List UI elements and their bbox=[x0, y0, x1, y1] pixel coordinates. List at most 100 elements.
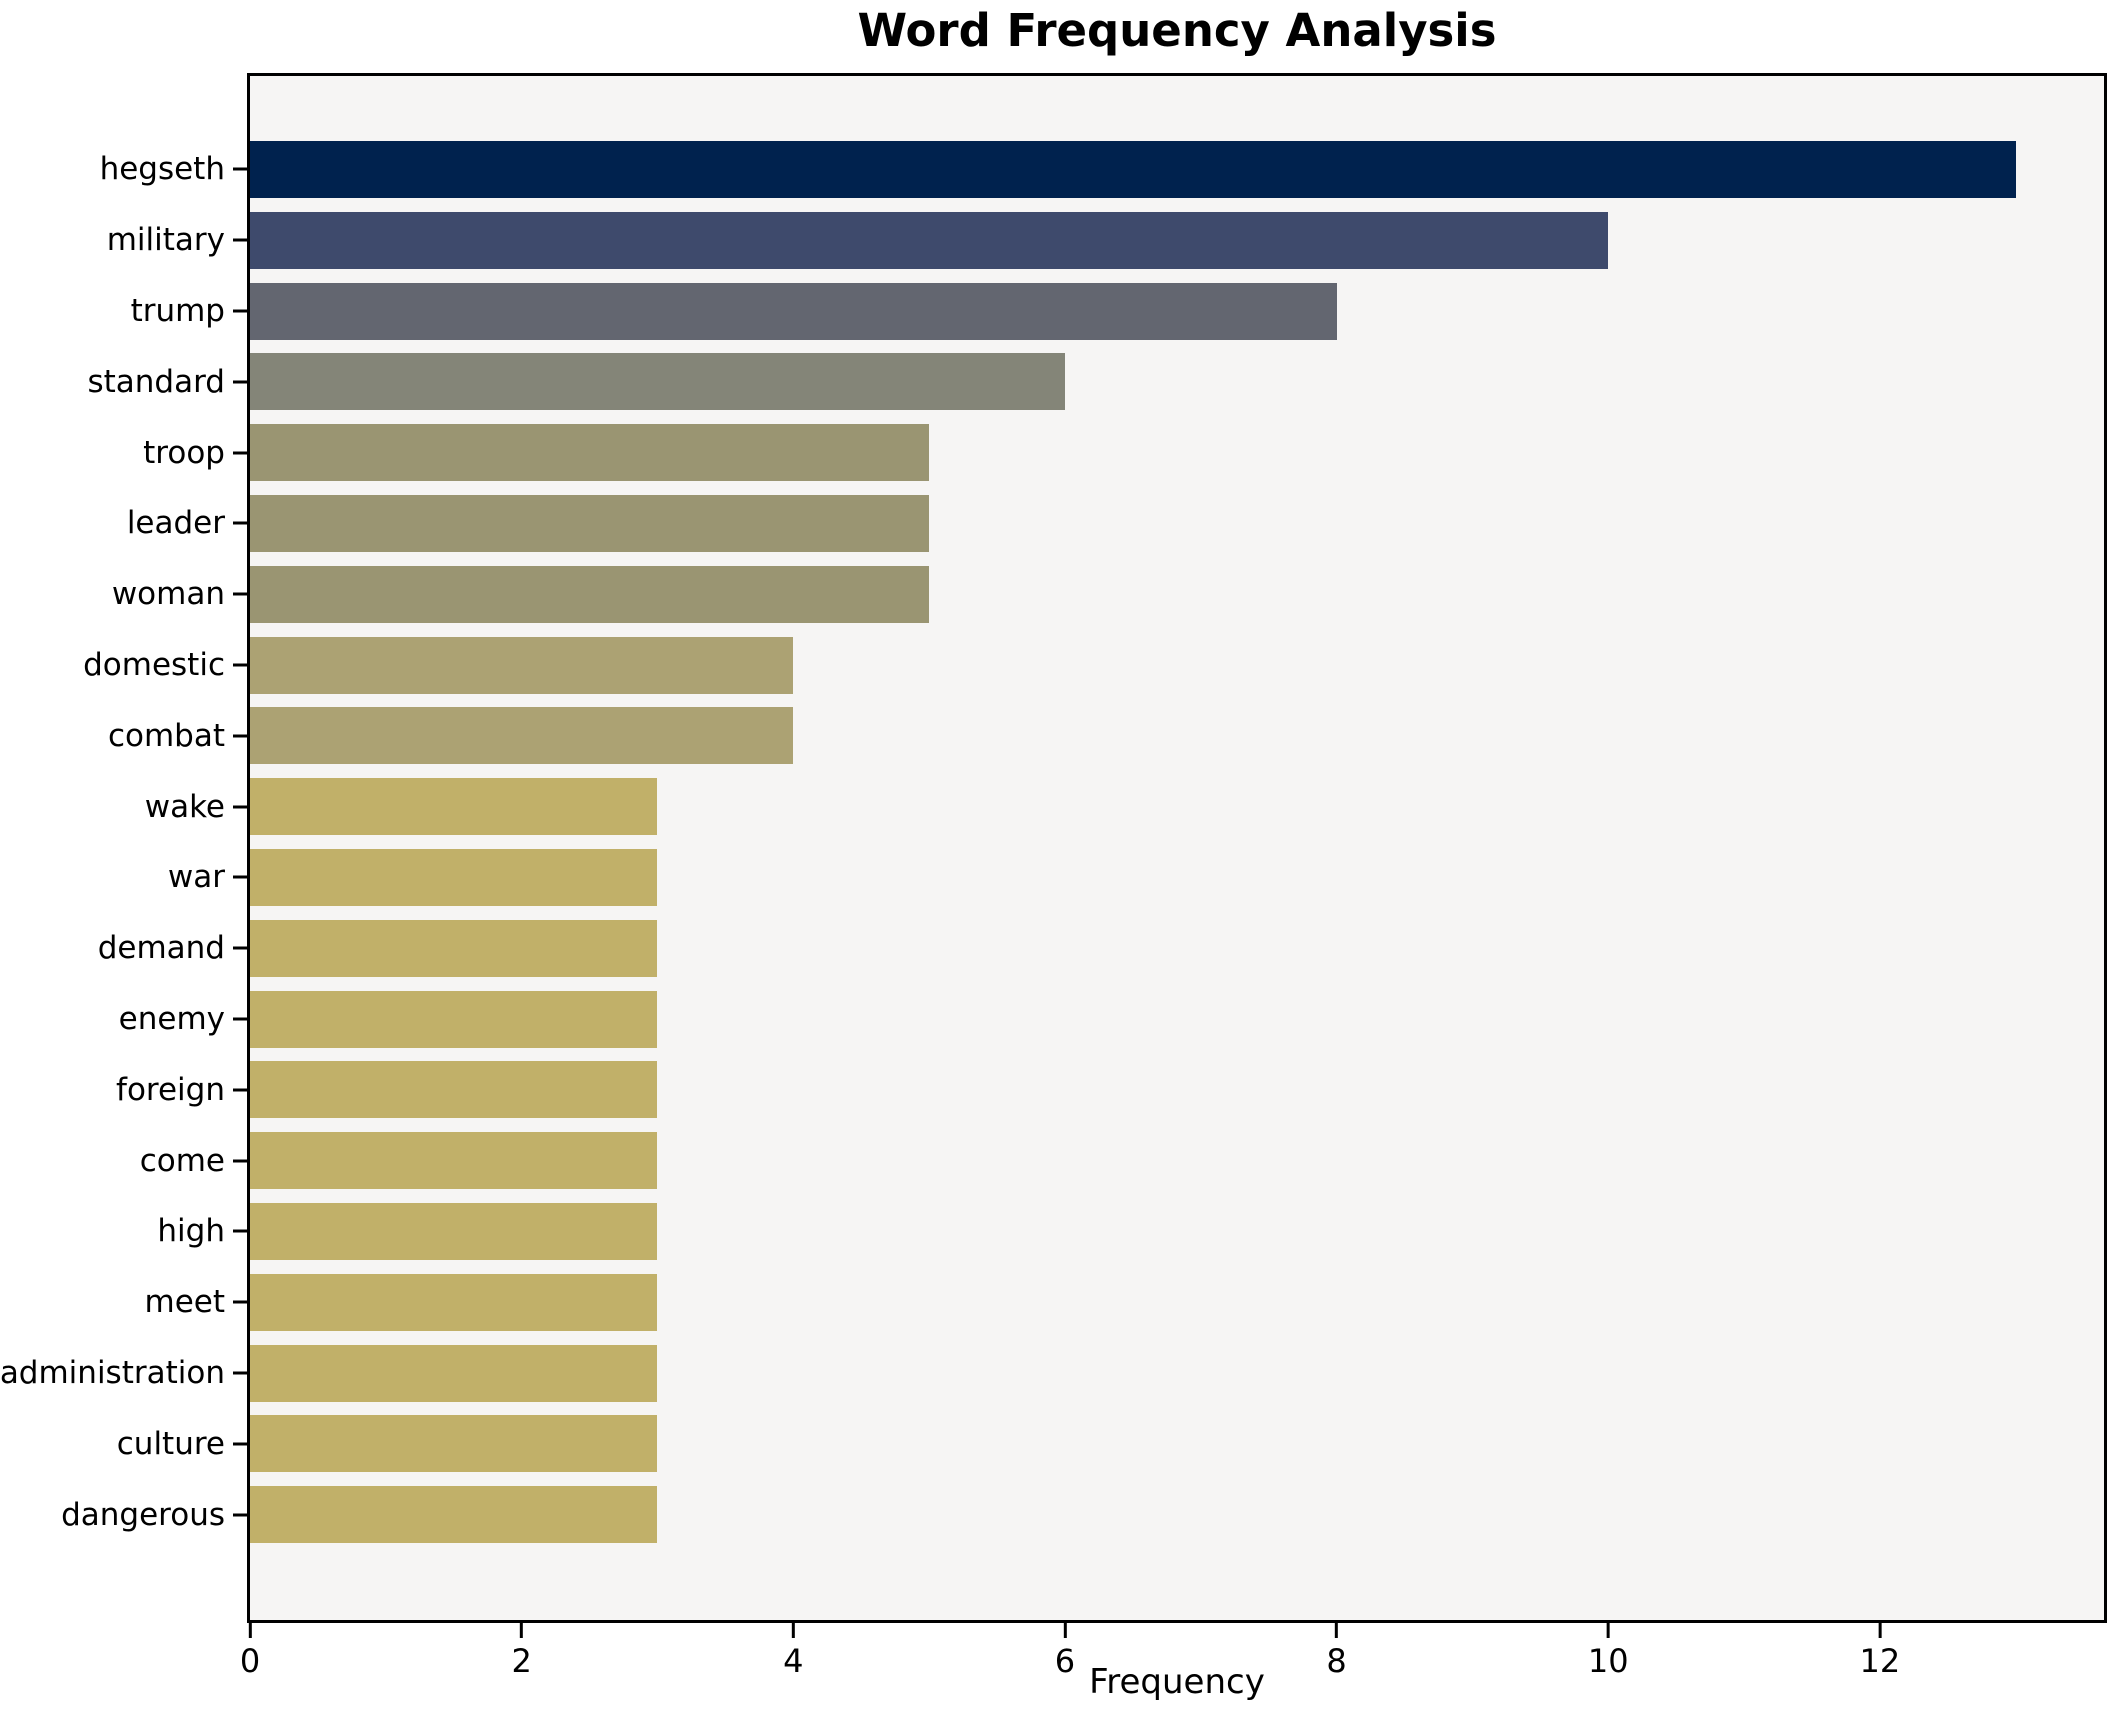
y-tick-mark bbox=[233, 1159, 247, 1163]
bar-domestic bbox=[250, 636, 794, 694]
y-tick-label: hegseth bbox=[99, 151, 225, 188]
y-tick-mark bbox=[233, 1442, 247, 1446]
bar-standard bbox=[250, 353, 1065, 411]
y-tick-label: standard bbox=[87, 363, 225, 400]
y-tick-label: military bbox=[106, 222, 225, 259]
bar-leader bbox=[250, 494, 930, 552]
bar-row: high bbox=[157, 1196, 2104, 1267]
bar-trump bbox=[250, 282, 1337, 340]
bar-hegseth bbox=[250, 141, 2016, 198]
y-tick-mark bbox=[233, 1371, 247, 1375]
y-tick-label: trump bbox=[130, 292, 225, 329]
x-axis: 0 2 4 6 8 10 12 bbox=[240, 1623, 2104, 1693]
bar-row: culture bbox=[117, 1408, 2104, 1479]
y-tick-label: high bbox=[157, 1213, 225, 1250]
y-tick-mark bbox=[233, 946, 247, 950]
bar-row: administration bbox=[0, 1338, 2104, 1409]
x-tick-mark bbox=[791, 1623, 795, 1638]
y-tick-mark bbox=[233, 734, 247, 738]
bar-row: enemy bbox=[119, 984, 2104, 1055]
y-tick-mark bbox=[233, 380, 247, 384]
bar-row: standard bbox=[87, 346, 2104, 417]
x-tick-label: 12 bbox=[1859, 1642, 1901, 1680]
chart-title: Word Frequency Analysis bbox=[857, 4, 1497, 57]
x-tick-label: 6 bbox=[1054, 1642, 1076, 1680]
x-tick: 2 bbox=[511, 1623, 532, 1680]
bar-row: military bbox=[107, 205, 2104, 276]
x-tick-mark bbox=[1606, 1623, 1610, 1638]
bar-foreign bbox=[250, 1061, 658, 1119]
x-tick-mark bbox=[1335, 1623, 1339, 1638]
bar-row: war bbox=[168, 842, 2104, 913]
y-tick-label: dangerous bbox=[61, 1496, 225, 1533]
x-tick: 0 bbox=[240, 1623, 260, 1680]
bar-row: domestic bbox=[83, 630, 2104, 701]
bar-wake bbox=[250, 778, 658, 836]
bar-row: meet bbox=[145, 1267, 2104, 1338]
y-tick-label: culture bbox=[116, 1425, 225, 1462]
y-tick-mark bbox=[233, 1229, 247, 1233]
plot-area: hegseth military trump standard troop leader w… bbox=[0, 73, 2107, 1623]
bar-row: foreign bbox=[116, 1054, 2104, 1125]
x-tick: 10 bbox=[1588, 1623, 1629, 1680]
x-tick: 8 bbox=[1326, 1623, 1347, 1680]
y-tick-mark bbox=[233, 1017, 247, 1021]
bar-row: demand bbox=[98, 913, 2104, 984]
y-tick-mark bbox=[233, 451, 247, 455]
y-tick-label: demand bbox=[97, 930, 225, 967]
y-tick-label: meet bbox=[144, 1284, 226, 1321]
bar-military bbox=[250, 211, 1609, 269]
y-tick-label: war bbox=[167, 859, 225, 896]
y-tick-label: combat bbox=[107, 717, 225, 754]
bar-troop bbox=[250, 424, 930, 482]
bar-meet bbox=[250, 1273, 658, 1331]
bars-container: hegseth military trump standard troop leader w… bbox=[0, 76, 2104, 1620]
bar-demand bbox=[250, 919, 658, 977]
y-tick-mark bbox=[233, 805, 247, 809]
bar-dangerous bbox=[250, 1486, 658, 1544]
y-tick-label: leader bbox=[126, 505, 225, 542]
bar-row: come bbox=[140, 1125, 2104, 1196]
bar-combat bbox=[250, 707, 794, 765]
y-tick-mark bbox=[233, 309, 247, 313]
y-tick-mark bbox=[233, 592, 247, 596]
y-tick-label: come bbox=[139, 1142, 225, 1179]
x-tick-label: 4 bbox=[783, 1642, 804, 1680]
x-tick-mark bbox=[520, 1623, 524, 1638]
bar-enemy bbox=[250, 990, 658, 1048]
bar-come bbox=[250, 1132, 658, 1190]
y-tick-label: administration bbox=[0, 1354, 225, 1391]
bar-culture bbox=[250, 1415, 658, 1473]
bar-row: troop bbox=[143, 417, 2104, 488]
x-tick: 4 bbox=[783, 1623, 803, 1680]
y-tick-mark bbox=[233, 663, 247, 667]
x-axis-label: Frequency bbox=[1089, 1662, 1265, 1702]
x-tick-mark bbox=[1063, 1623, 1067, 1638]
y-tick-mark bbox=[233, 1088, 247, 1092]
x-tick: 12 bbox=[1859, 1623, 1901, 1680]
bar-row: wake bbox=[145, 771, 2104, 842]
y-tick-mark bbox=[233, 521, 247, 525]
x-tick-label: 2 bbox=[511, 1642, 532, 1680]
bar-row: woman bbox=[112, 559, 2104, 630]
bar-war bbox=[250, 848, 658, 906]
y-tick-mark bbox=[233, 167, 247, 171]
y-tick-mark bbox=[233, 1300, 247, 1304]
bar-row: combat bbox=[108, 700, 2104, 771]
bar-row: hegseth bbox=[100, 134, 2104, 205]
bar-row: dangerous bbox=[61, 1479, 2104, 1550]
y-tick-label: woman bbox=[111, 576, 225, 613]
y-tick-label: enemy bbox=[118, 1000, 225, 1037]
y-tick-label: troop bbox=[143, 434, 225, 471]
x-tick: 6 bbox=[1055, 1623, 1075, 1680]
x-tick-label: 10 bbox=[1587, 1642, 1629, 1680]
y-tick-label: wake bbox=[144, 788, 225, 825]
y-tick-mark bbox=[233, 238, 247, 242]
x-tick-label: 0 bbox=[239, 1642, 261, 1680]
x-tick-mark bbox=[248, 1623, 252, 1638]
bar-high bbox=[250, 1202, 658, 1260]
bar-row: trump bbox=[131, 276, 2104, 347]
y-tick-label: domestic bbox=[83, 646, 225, 683]
x-tick-mark bbox=[1878, 1623, 1882, 1638]
